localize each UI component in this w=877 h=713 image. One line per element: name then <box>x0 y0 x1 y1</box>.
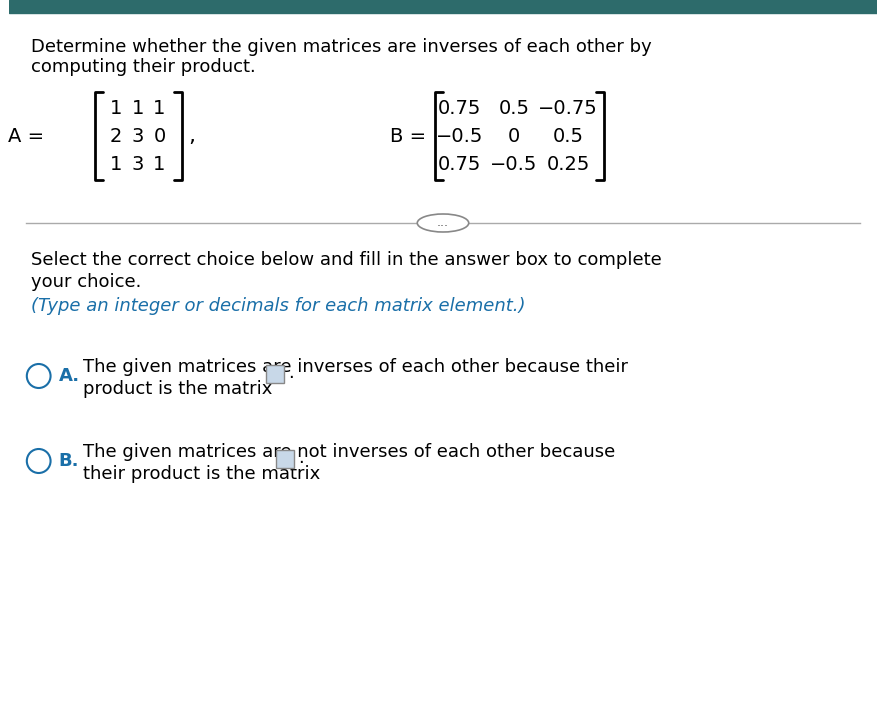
Text: 1: 1 <box>153 155 166 173</box>
Text: .: . <box>298 449 303 467</box>
Text: their product is the matrix: their product is the matrix <box>83 465 320 483</box>
Ellipse shape <box>417 214 468 232</box>
Text: 2: 2 <box>110 126 122 145</box>
Text: −0.75: −0.75 <box>538 98 598 118</box>
Text: 1: 1 <box>110 155 122 173</box>
Bar <box>276 450 294 468</box>
Text: 3: 3 <box>132 126 144 145</box>
Text: product is the matrix: product is the matrix <box>83 380 273 398</box>
Text: A =: A = <box>8 126 44 145</box>
Circle shape <box>27 449 51 473</box>
Text: ,: , <box>189 126 196 146</box>
Bar <box>9 0 877 13</box>
Text: The given matrices are inverses of each other because their: The given matrices are inverses of each … <box>83 358 628 376</box>
Text: Select the correct choice below and fill in the answer box to complete: Select the correct choice below and fill… <box>31 251 661 269</box>
Text: 0: 0 <box>508 126 520 145</box>
Bar <box>267 365 284 383</box>
Text: 0.25: 0.25 <box>546 155 590 173</box>
Text: B.: B. <box>59 452 79 470</box>
Text: 1: 1 <box>110 98 122 118</box>
Text: 0.5: 0.5 <box>498 98 529 118</box>
Text: −0.5: −0.5 <box>436 126 483 145</box>
Text: 0.75: 0.75 <box>438 155 481 173</box>
Text: ...: ... <box>437 217 449 230</box>
Text: B =: B = <box>390 126 426 145</box>
Text: A.: A. <box>59 367 80 385</box>
Text: 0.75: 0.75 <box>438 98 481 118</box>
Text: 3: 3 <box>132 155 144 173</box>
Text: 1: 1 <box>132 98 144 118</box>
Text: 0.5: 0.5 <box>553 126 584 145</box>
Text: The given matrices are not inverses of each other because: The given matrices are not inverses of e… <box>83 443 616 461</box>
Text: Determine whether the given matrices are inverses of each other by: Determine whether the given matrices are… <box>31 38 652 56</box>
Text: −0.5: −0.5 <box>490 155 538 173</box>
Text: (Type an integer or decimals for each matrix element.): (Type an integer or decimals for each ma… <box>31 297 525 315</box>
Text: computing their product.: computing their product. <box>31 58 255 76</box>
Text: 1: 1 <box>153 98 166 118</box>
Text: .: . <box>289 364 294 382</box>
Text: 0: 0 <box>153 126 166 145</box>
Circle shape <box>27 364 51 388</box>
Text: your choice.: your choice. <box>31 273 141 291</box>
